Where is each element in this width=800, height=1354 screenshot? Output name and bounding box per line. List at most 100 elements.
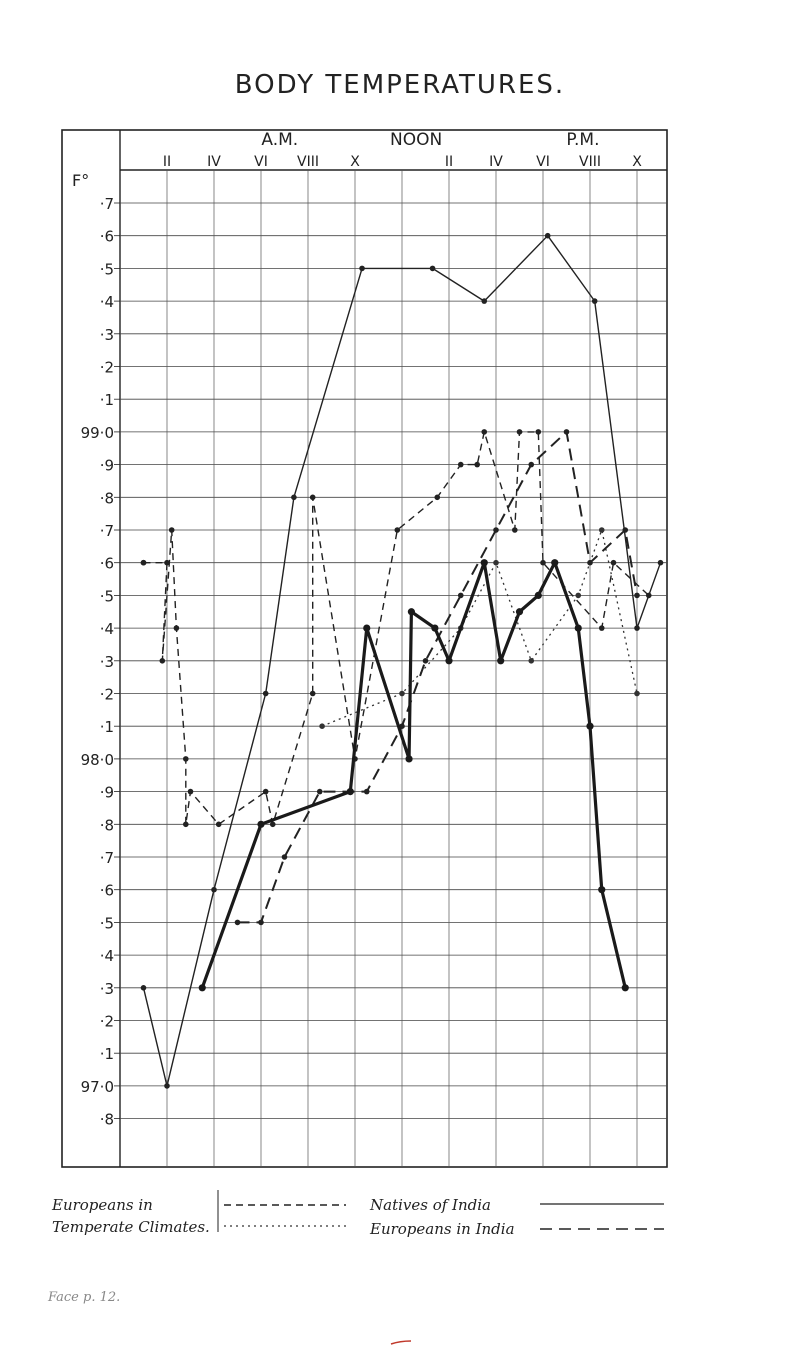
- series-point: [183, 756, 189, 762]
- y-tick-label: ·5: [100, 587, 114, 605]
- series-point: [394, 527, 401, 533]
- y-tick-label: 98·0: [81, 751, 114, 769]
- series-point: [493, 527, 499, 533]
- series-point: [407, 608, 415, 616]
- series-point: [445, 657, 453, 665]
- series-point: [528, 658, 535, 664]
- series-point: [257, 820, 265, 828]
- series-point: [551, 559, 559, 567]
- y-tick-label: ·6: [100, 555, 114, 573]
- series-point: [140, 985, 147, 991]
- series-point: [634, 690, 640, 697]
- hour-label: VI: [254, 154, 268, 170]
- series-point: [262, 690, 269, 697]
- series-point: [598, 527, 605, 533]
- y-tick-label: ·1: [100, 391, 114, 409]
- series-natives-thick: [198, 559, 629, 992]
- series-europeans-india: [234, 429, 640, 926]
- series-point: [544, 232, 551, 239]
- y-tick-label: ·4: [100, 947, 114, 965]
- series-point: [173, 625, 180, 631]
- series-line: [142, 234, 662, 1087]
- series-point: [516, 429, 523, 435]
- y-tick-label: ·3: [100, 653, 114, 671]
- series-point: [429, 265, 436, 272]
- period-label: P.M.: [566, 130, 599, 150]
- series-point: [359, 265, 365, 272]
- y-tick-label: ·7: [100, 522, 114, 540]
- series-point: [319, 723, 325, 729]
- page-title: BODY TEMPERATURES.: [234, 70, 566, 100]
- series-point: [422, 658, 429, 664]
- series-point: [535, 429, 542, 435]
- series-point: [540, 559, 546, 566]
- series-group: [140, 232, 664, 1089]
- series-point: [164, 1083, 170, 1089]
- series-point: [281, 854, 288, 860]
- series-point: [258, 919, 264, 926]
- hour-label: II: [163, 154, 171, 170]
- series-point: [434, 494, 441, 501]
- red-pen-mark-icon: [390, 1340, 412, 1345]
- series-point: [363, 624, 371, 632]
- period-label: A.M.: [261, 130, 298, 150]
- y-unit-label: F°: [72, 171, 89, 190]
- series-line: [200, 561, 627, 989]
- y-tick-label: ·8: [100, 489, 114, 507]
- series-point: [183, 821, 189, 828]
- series-point: [159, 658, 166, 664]
- series-point: [528, 461, 535, 468]
- series-point: [598, 625, 605, 631]
- outer-frame: [61, 129, 668, 1168]
- series-point: [269, 821, 276, 828]
- series-temperate-dotted: [319, 527, 640, 729]
- series-point: [634, 625, 640, 631]
- y-tick-label: ·3: [100, 980, 114, 998]
- series-line: [321, 529, 638, 727]
- series-point: [591, 298, 598, 304]
- y-tick-label: ·2: [100, 1013, 114, 1031]
- y-tick-label: ·3: [100, 326, 114, 344]
- series-point: [586, 722, 594, 730]
- y-tick-label: ·4: [100, 620, 114, 638]
- series-point: [512, 527, 518, 533]
- series-point: [481, 429, 488, 435]
- y-tick-label: ·1: [100, 718, 114, 736]
- series-point: [534, 591, 542, 600]
- time-header: A.M. NOON P.M. II IV VI VIII X II IV VI VIII X: [163, 130, 642, 170]
- series-point: [346, 788, 354, 796]
- hour-label: II: [445, 154, 453, 170]
- series-point: [515, 608, 524, 616]
- series-point: [497, 657, 505, 665]
- series-point: [211, 886, 217, 893]
- y-tick-label: ·2: [100, 359, 114, 377]
- series-point: [399, 690, 405, 697]
- y-tick-label: ·7: [100, 849, 114, 867]
- series-point: [291, 494, 297, 501]
- y-tick-label: ·5: [100, 914, 114, 932]
- series-point: [634, 592, 640, 599]
- y-tick-label: ·7: [100, 195, 114, 213]
- series-point: [457, 461, 464, 468]
- hour-label: X: [350, 154, 360, 170]
- series-point: [262, 788, 269, 795]
- series-point: [598, 886, 606, 894]
- hour-label: VIII: [579, 154, 601, 170]
- y-tick-label: ·8: [100, 816, 114, 834]
- y-tick-label: 97·0: [81, 1078, 114, 1096]
- legend-swatches: [217, 1190, 664, 1232]
- chart-grid: [120, 170, 667, 1167]
- series-point: [187, 788, 194, 795]
- hour-label: X: [632, 154, 642, 170]
- y-tick-label: ·1: [100, 1045, 114, 1063]
- series-point: [481, 298, 488, 304]
- series-point: [610, 559, 617, 566]
- series-point: [563, 429, 570, 435]
- y-tick-label: ·5: [100, 260, 114, 278]
- series-point: [405, 755, 413, 763]
- series-point: [140, 559, 147, 566]
- series-point: [474, 461, 481, 468]
- series-point: [164, 559, 170, 566]
- series-point: [657, 559, 664, 566]
